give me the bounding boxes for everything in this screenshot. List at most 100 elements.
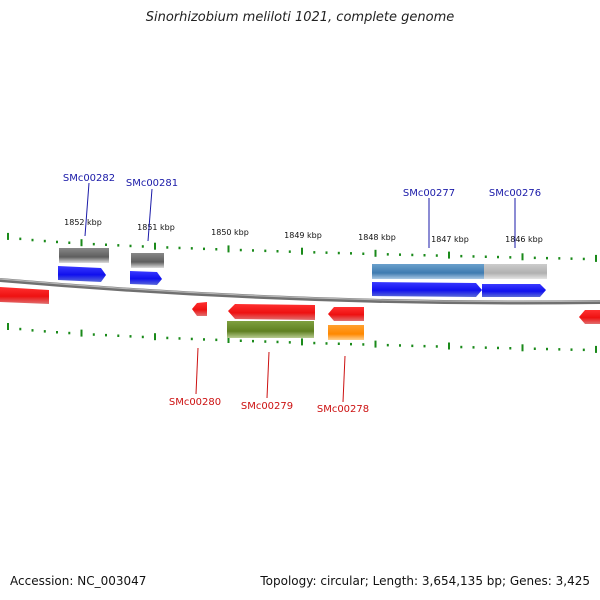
ruler-minor-tick — [484, 255, 487, 258]
ruler-minor-tick — [288, 250, 291, 253]
cds-bar-smc00279[interactable] — [227, 321, 314, 338]
ruler-label-1847: 1847 kbp — [431, 235, 469, 244]
ruler-minor-tick — [399, 344, 401, 347]
ruler-minor-tick — [117, 244, 120, 247]
ruler-minor-tick — [509, 347, 512, 350]
leader-line-smc00282 — [84, 182, 90, 237]
ruler-major-tick — [7, 232, 9, 240]
gene-arrow-smc00277[interactable] — [372, 282, 482, 297]
ruler-minor-tick — [362, 252, 365, 255]
ruler-minor-tick — [203, 338, 205, 341]
ruler-minor-tick — [435, 345, 438, 348]
ruler-minor-tick — [31, 238, 34, 242]
ruler-minor-tick — [105, 243, 107, 246]
ruler-minor-tick — [56, 331, 58, 334]
ruler-minor-tick — [215, 338, 218, 342]
ruler-minor-tick — [215, 248, 218, 251]
gene-arrow-smc00282[interactable] — [58, 266, 106, 282]
gene-arrow-smc00281[interactable] — [130, 271, 162, 285]
ruler-major-tick — [227, 245, 230, 253]
ruler-minor-tick — [411, 253, 414, 257]
genome-backbone — [0, 278, 600, 305]
gene-label-smc00280[interactable]: SMc00280 — [169, 397, 221, 408]
ruler-minor-tick — [92, 242, 95, 246]
ruler-minor-tick — [19, 237, 22, 241]
genome-title: Sinorhizobium meliloti 1021, complete ge… — [145, 10, 455, 25]
ruler-label-1849: 1849 kbp — [284, 231, 322, 240]
ruler-minor-tick — [166, 246, 169, 249]
leader-line-smc00280 — [195, 347, 199, 395]
ruler-minor-tick — [141, 335, 144, 339]
ruler-minor-tick — [252, 339, 254, 343]
ruler-minor-tick — [337, 251, 340, 255]
cds-bar-smc00278[interactable] — [328, 325, 364, 340]
ruler-major-tick — [374, 249, 377, 257]
gene-arrow-smc00279[interactable] — [228, 304, 315, 320]
ruler-major-tick — [374, 340, 377, 348]
gene-label-smc00278[interactable]: SMc00278 — [317, 404, 369, 415]
ruler-minor-tick — [411, 344, 414, 348]
leader-line-smc00278 — [342, 355, 346, 403]
ruler-minor-tick — [546, 347, 548, 351]
ruler-major-tick — [154, 333, 156, 341]
gene-arrow-right-edge[interactable] — [579, 310, 600, 324]
ruler-minor-tick — [178, 246, 181, 250]
genome-summary-label: Topology: circular; Length: 3,654,135 bp… — [260, 574, 590, 588]
ruler-minor-tick — [117, 334, 120, 337]
ruler-minor-tick — [129, 244, 132, 248]
gene-arrow-smc00280[interactable] — [192, 302, 207, 316]
gene-label-smc00279[interactable]: SMc00279 — [241, 401, 293, 412]
ruler-label-1848: 1848 kbp — [358, 233, 396, 242]
cds-bar-smc00282[interactable] — [59, 248, 109, 263]
cds-bar-smc00281[interactable] — [131, 253, 164, 268]
ruler-minor-tick — [92, 333, 95, 336]
cds-bar-smc00276[interactable] — [484, 264, 547, 279]
ruler-minor-tick — [570, 348, 573, 351]
ruler-major-tick — [595, 345, 597, 353]
gene-arrow-smc00276[interactable] — [482, 284, 546, 297]
ruler-label-1851: 1851 kbp — [137, 223, 175, 232]
ruler-minor-tick — [558, 348, 561, 351]
gene-label-smc00282[interactable]: SMc00282 — [63, 173, 115, 184]
ruler-minor-tick — [386, 253, 389, 256]
ruler-minor-tick — [105, 333, 107, 337]
gene-label-smc00277[interactable]: SMc00277 — [403, 188, 455, 199]
gene-label-smc00276[interactable]: SMc00276 — [489, 188, 541, 199]
ruler-major-tick — [301, 338, 303, 346]
ruler-minor-tick — [190, 247, 193, 250]
ruler-major-tick — [521, 344, 524, 352]
ruler-minor-tick — [288, 341, 291, 344]
ruler-minor-tick — [484, 346, 487, 349]
ruler-label-1850: 1850 kbp — [211, 228, 249, 237]
cds-bar-smc00277[interactable] — [372, 264, 484, 279]
ruler-minor-tick — [43, 239, 46, 243]
gene-arrow-smc00278[interactable] — [328, 307, 364, 321]
ruler-minor-tick — [239, 339, 242, 342]
ruler-minor-tick — [533, 256, 536, 260]
ruler-minor-tick — [239, 248, 242, 252]
ruler-minor-tick — [325, 342, 328, 345]
gene-arrow-left-edge[interactable] — [0, 287, 49, 304]
ruler-major-tick — [80, 329, 83, 337]
ruler-minor-tick — [313, 341, 316, 345]
ruler-minor-tick — [497, 346, 499, 350]
ruler-minor-tick — [533, 347, 536, 350]
accession-label: Accession: NC_003047 — [10, 574, 147, 588]
ruler-minor-tick — [141, 245, 144, 248]
ruler-minor-tick — [386, 343, 389, 347]
ruler-major-tick — [227, 336, 230, 343]
ruler-minor-tick — [582, 257, 585, 261]
ruler-label-1846: 1846 kbp — [505, 235, 543, 244]
genome-backbone-highlight — [0, 278, 600, 303]
ruler-minor-tick — [337, 342, 340, 345]
gene-label-smc00281[interactable]: SMc00281 — [126, 178, 178, 189]
ruler-minor-tick — [350, 252, 352, 255]
leader-line-smc00279 — [266, 351, 270, 399]
ruler-minor-tick — [570, 257, 573, 260]
ruler-lower-ticks — [7, 323, 597, 353]
ruler-minor-tick — [264, 249, 267, 253]
ruler-minor-tick — [472, 255, 475, 258]
ruler-minor-tick — [497, 255, 499, 259]
ruler-label-1852: 1852 kbp — [64, 218, 102, 227]
